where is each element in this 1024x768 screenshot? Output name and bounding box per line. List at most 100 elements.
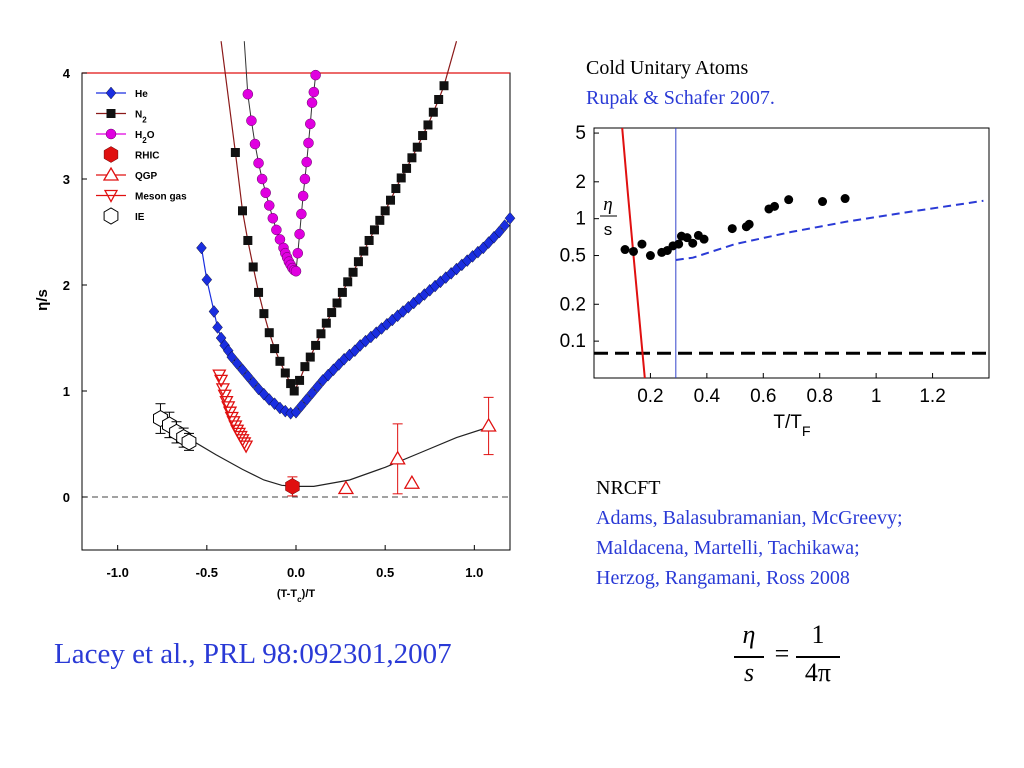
right-ytick-label: 0.1 xyxy=(560,331,586,352)
cold-atom-point xyxy=(682,233,692,243)
n2-point xyxy=(348,267,358,277)
legend-marker-qgp xyxy=(102,166,120,181)
he-point xyxy=(247,376,259,389)
h2o-point xyxy=(253,157,264,169)
cold-atom-point xyxy=(818,197,828,207)
right-ytick-label: 0.5 xyxy=(560,246,586,267)
cold-atom-point xyxy=(770,201,780,211)
kss-formula: η s = 1 4π xyxy=(720,620,850,700)
lacey-citation: Lacey et al., PRL 98:092301,2007 xyxy=(54,638,452,670)
he-point xyxy=(312,380,323,394)
right-ytick-label: 0.2 xyxy=(560,294,586,315)
n2-point xyxy=(391,184,401,194)
legend-label-rhic: RHIC xyxy=(135,151,159,162)
left-plot-frame xyxy=(81,72,511,551)
cold-atom-point xyxy=(674,239,684,249)
he-point xyxy=(212,321,223,334)
cold-atom-point xyxy=(744,219,754,229)
h2o-point xyxy=(249,138,261,150)
n2-fit-curve xyxy=(220,41,458,393)
n2-point xyxy=(412,142,422,152)
n2-point xyxy=(289,386,299,396)
cold-atom-point xyxy=(727,224,737,234)
formula-lhs-num: η xyxy=(742,620,756,649)
left-xtick-label: 1.0 xyxy=(465,565,483,580)
n2-point xyxy=(359,246,369,256)
n2-point xyxy=(380,206,390,216)
n2-point xyxy=(243,235,253,245)
n2-point xyxy=(375,215,385,225)
h2o-point xyxy=(256,173,268,185)
he-point xyxy=(226,350,238,364)
legend-label-he: He xyxy=(135,89,148,100)
he-point xyxy=(504,211,516,225)
right-xtick-label: 0.2 xyxy=(637,386,663,407)
qgp-point xyxy=(389,450,406,465)
right-xlabel: T/TF xyxy=(773,412,811,440)
he-point xyxy=(201,273,213,287)
right-xtick-label: 1 xyxy=(871,386,882,407)
he-point xyxy=(231,357,243,370)
rupak-schafer-reference: Rupak & Schafer 2007. xyxy=(586,87,775,109)
eta-over-s-chart: -1.0 -0.5 0.0 0.5 1.0 0 1 2 3 4 He N2 H2O RHIC QGP Mes… xyxy=(34,41,516,604)
n2-point xyxy=(300,362,310,372)
n2-point xyxy=(396,173,406,183)
cold-atom-point xyxy=(637,239,647,249)
legend-marker-meson-gas xyxy=(103,189,119,203)
meson-gas-point xyxy=(215,383,230,397)
legend-marker-n2 xyxy=(106,109,116,118)
right-plot-frame xyxy=(593,127,990,379)
qgp-point xyxy=(403,474,421,489)
right-ytick-label: 5 xyxy=(575,123,586,144)
he-fit-curve xyxy=(200,217,511,414)
left-ytick-label: 3 xyxy=(63,172,70,187)
he-point xyxy=(296,399,307,413)
left-xtick-label: 0.0 xyxy=(287,565,305,580)
n2-point xyxy=(434,95,444,104)
he-point xyxy=(494,225,505,239)
right-xtick-label: 0.8 xyxy=(807,386,833,407)
n2-point xyxy=(248,262,258,272)
n2-point xyxy=(316,329,326,339)
he-point xyxy=(499,219,510,232)
meson-gas-point xyxy=(238,440,254,454)
n2-point xyxy=(311,340,321,350)
h2o-point xyxy=(292,247,304,259)
n2-point xyxy=(337,287,347,297)
he-point xyxy=(237,363,248,377)
cold-atom-point xyxy=(840,194,850,204)
qgp-point xyxy=(337,480,355,495)
n2-point xyxy=(423,120,433,130)
left-ylabel: η/s xyxy=(34,289,51,311)
he-point xyxy=(290,405,302,419)
right-ytick-label: 2 xyxy=(575,172,586,193)
h2o-point xyxy=(260,187,271,199)
rhic-fit-curve xyxy=(156,420,493,487)
he-point xyxy=(208,305,220,318)
n2-point xyxy=(286,379,296,389)
right-ylabel-num: η xyxy=(603,194,612,215)
formula-equals: = xyxy=(774,639,790,668)
n2-point xyxy=(295,375,305,385)
h2o-point xyxy=(271,224,282,236)
right-xtick-label: 0.6 xyxy=(750,386,776,407)
he-point xyxy=(242,369,254,383)
n2-point xyxy=(327,308,337,318)
cold-atom-point xyxy=(629,246,638,256)
n2-point xyxy=(364,235,374,245)
cold-atoms-title: Cold Unitary Atoms xyxy=(586,57,749,79)
ie-point xyxy=(181,433,197,451)
legend-marker-rhic xyxy=(103,146,119,163)
n2-point xyxy=(259,309,269,319)
h2o-point xyxy=(246,115,257,126)
formula-rhs-num: 1 xyxy=(811,620,825,649)
blue-dashed-curve xyxy=(675,199,984,261)
h2o-point xyxy=(264,200,275,211)
n2-point xyxy=(402,163,412,173)
he-point xyxy=(306,386,318,400)
cold-atom-point xyxy=(688,238,698,248)
legend-label-ie: IE xyxy=(135,212,145,223)
cold-atom-point xyxy=(645,251,655,261)
left-xtick-label: -1.0 xyxy=(106,565,128,580)
h2o-point xyxy=(305,118,316,130)
